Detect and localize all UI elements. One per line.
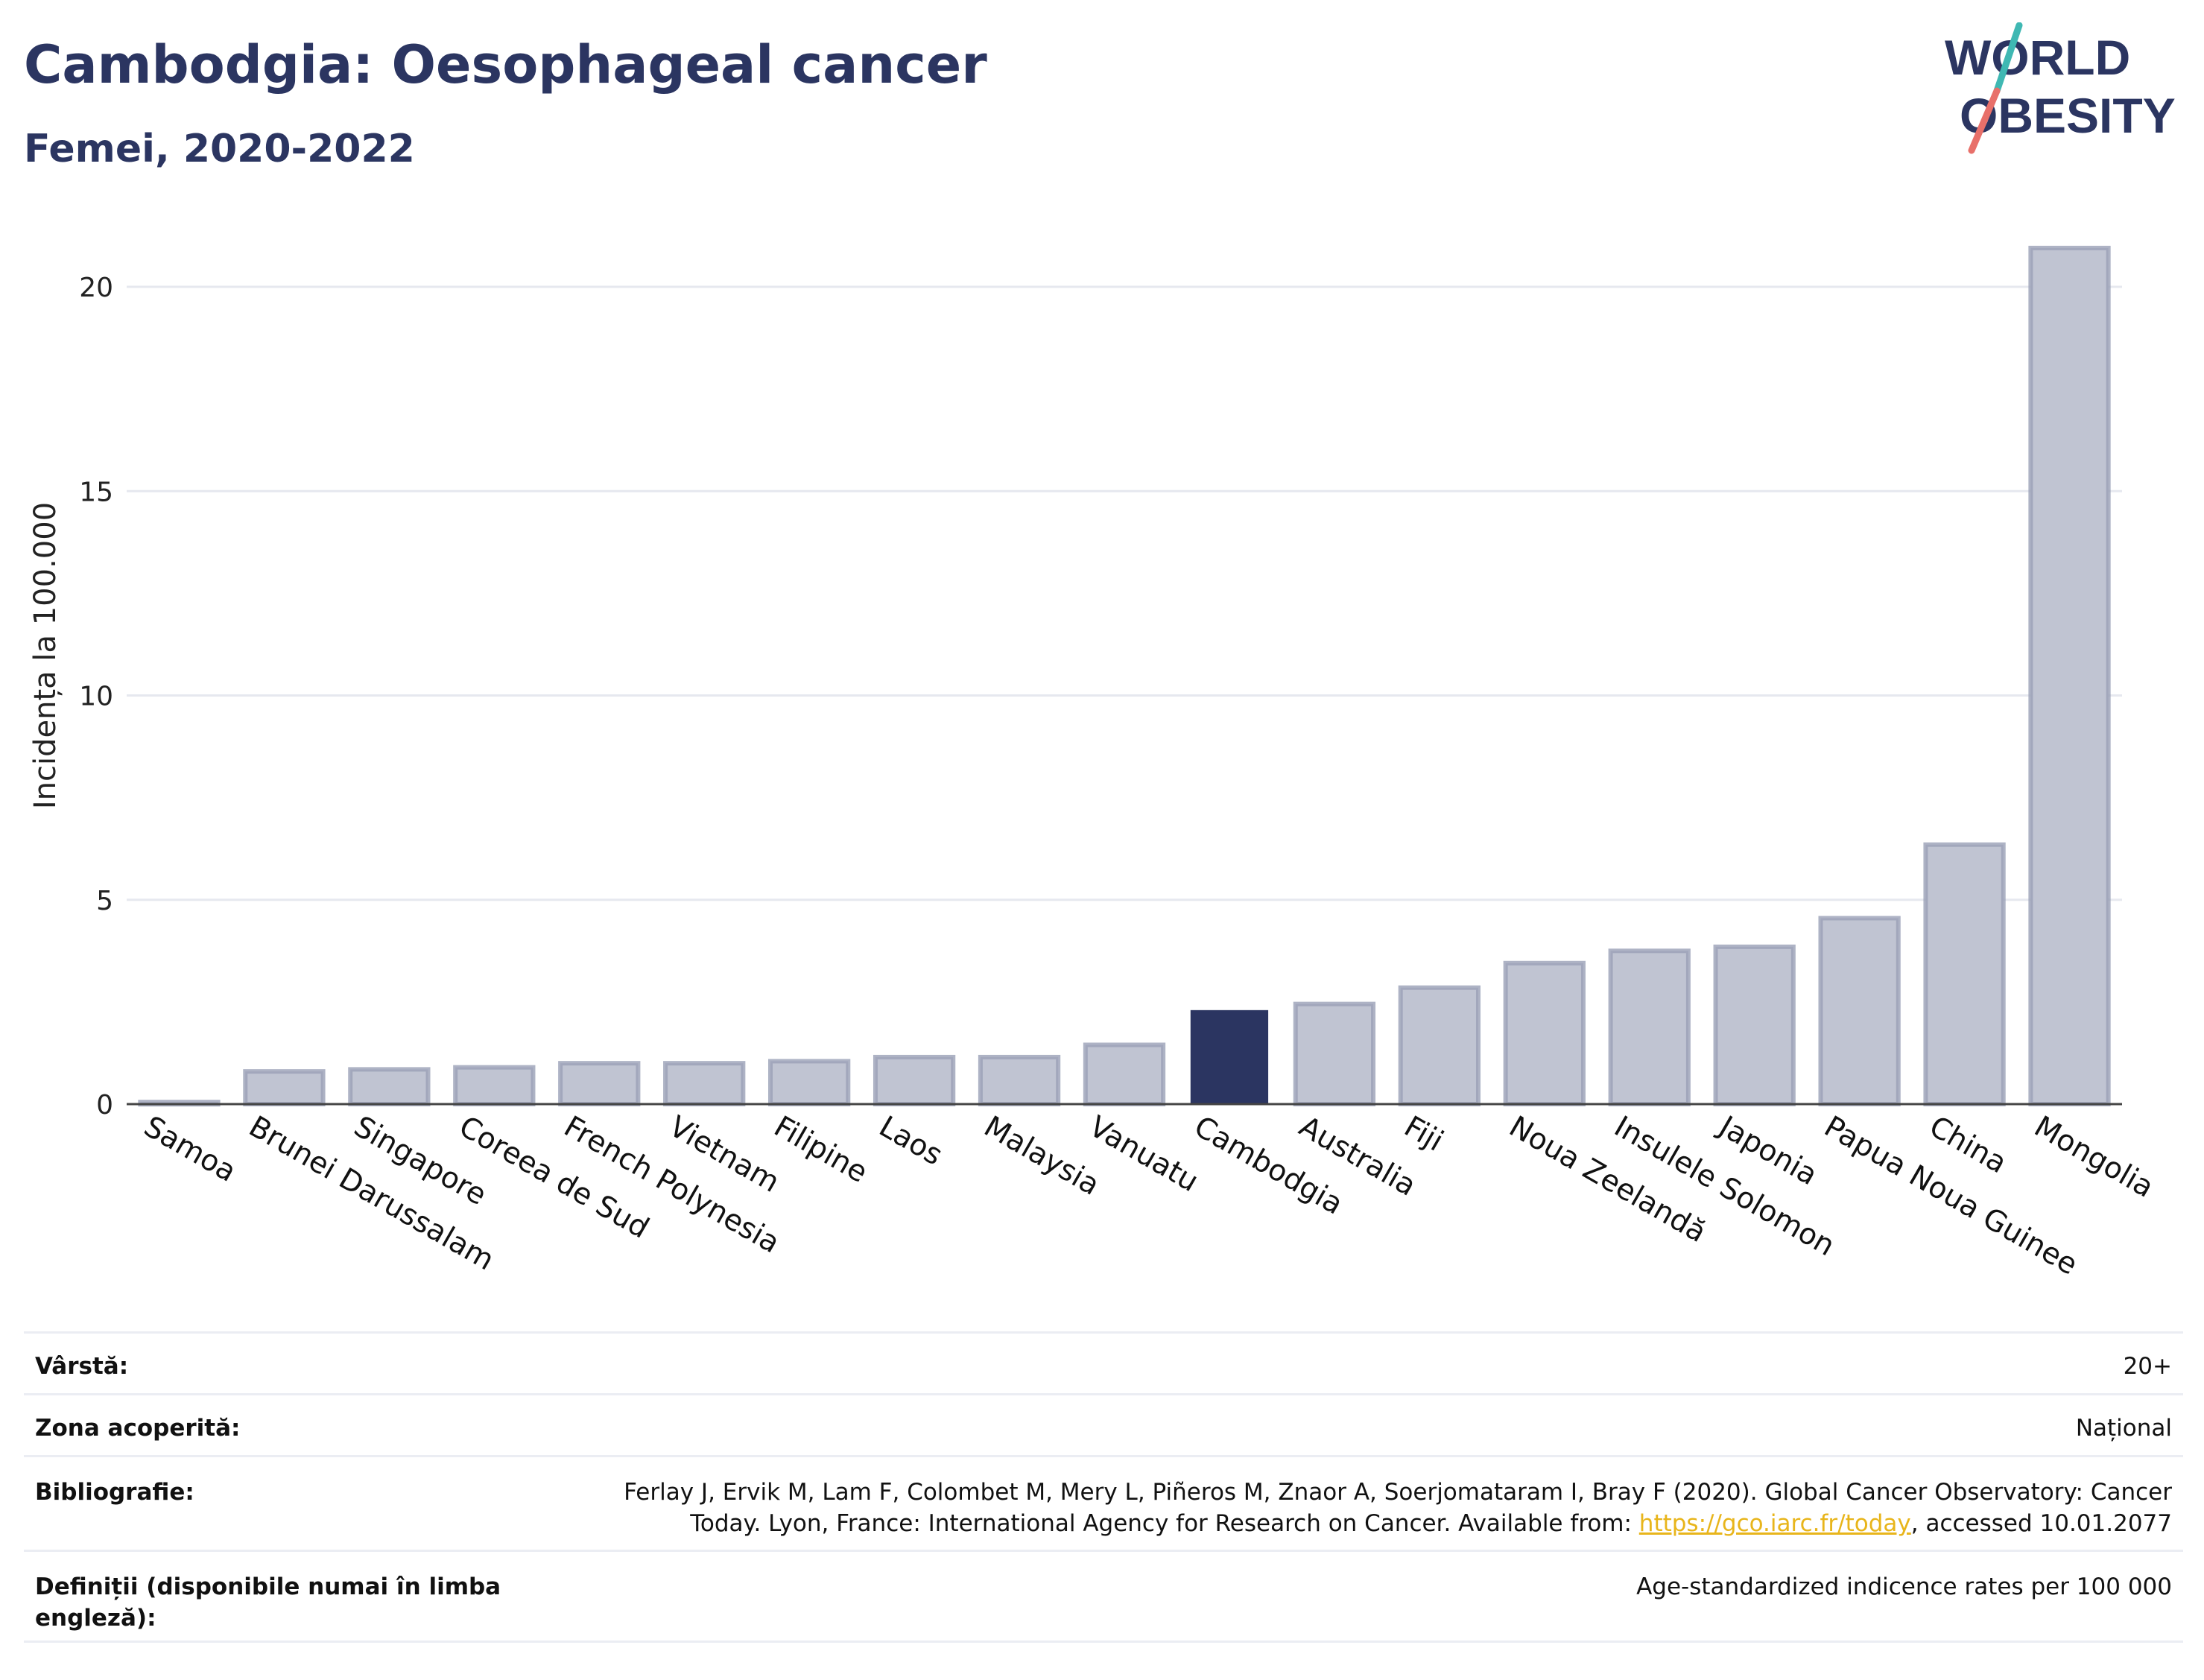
page-subtitle: Femei, 2020-2022	[24, 127, 415, 171]
y-tick-label: 5	[96, 886, 113, 916]
bibliography-suffix: , accessed 10.01.2077	[1910, 1510, 2172, 1537]
x-tick-label: Fiji	[1399, 1110, 1449, 1158]
x-tick-label: Laos	[873, 1110, 948, 1173]
y-axis-label: Incidența la 100.000	[28, 502, 63, 809]
info-row-bibliography: Bibliografie: Ferlay J, Ervik M, Lam F, …	[24, 1455, 2183, 1550]
bar	[1083, 1042, 1166, 1107]
bar	[1923, 842, 2006, 1106]
y-tick-label: 10	[79, 682, 113, 712]
y-tick-label: 15	[79, 477, 113, 507]
bar	[453, 1065, 536, 1107]
metadata-table: Vârstă: 20+ Zona acoperită: Național Bib…	[24, 1331, 2183, 1643]
bibliography-label: Bibliografie:	[35, 1479, 194, 1506]
page-title: Cambodgia: Oesophageal cancer	[24, 34, 987, 95]
bar	[1190, 1009, 1269, 1104]
bar	[1818, 916, 1901, 1106]
bibliography-text: Ferlay J, Ervik M, Lam F, Colombet M, Me…	[624, 1479, 2172, 1537]
x-tick-label: Samoa	[138, 1110, 241, 1189]
bar	[348, 1067, 431, 1106]
bar	[2028, 245, 2111, 1107]
gridlines	[127, 285, 2122, 901]
bars	[138, 245, 2111, 1107]
definitions-value: Age-standardized indicence rates per 100…	[1636, 1573, 2172, 1600]
bar	[1713, 944, 1796, 1107]
bibliography-link[interactable]: https://gco.iarc.fr/today	[1638, 1510, 1911, 1537]
bar-chart: 0 5 10 15 20 Samoa Brunei DarussalamSingapore…	[28, 245, 2159, 1282]
bar	[1503, 960, 1586, 1106]
bar	[243, 1069, 326, 1106]
bibliography-value: Ferlay J, Ervik M, Lam F, Colombet M, Me…	[570, 1477, 2172, 1550]
logo-slash-coral	[1968, 87, 2001, 154]
bar	[768, 1059, 851, 1106]
area-label: Zona acoperită:	[35, 1415, 241, 1442]
bar	[978, 1054, 1061, 1106]
x-tick-label: Filipine	[768, 1110, 873, 1190]
area-value: Național	[2075, 1415, 2172, 1442]
x-tick-label: Vanuatu	[1083, 1110, 1204, 1199]
y-tick-label: 20	[79, 273, 113, 303]
definitions-label: Definiții (disponibile numai în limba en…	[35, 1573, 501, 1632]
logo-slash-teal	[1993, 22, 2023, 95]
info-row-age: Vârstă: 20+	[24, 1331, 2183, 1393]
x-tick-label: Mongolia	[2029, 1110, 2159, 1205]
bar	[1293, 1001, 1376, 1107]
bar	[1398, 985, 1481, 1106]
info-row-area: Zona acoperită: Național	[24, 1393, 2183, 1455]
bar	[873, 1054, 956, 1106]
info-row-definitions: Definiții (disponibile numai în limba en…	[24, 1550, 2183, 1643]
bar	[1608, 948, 1691, 1106]
world-obesity-logo: WORLD OBESITY	[1945, 22, 2176, 154]
age-value: 20+	[2123, 1353, 2172, 1380]
age-label: Vârstă:	[35, 1353, 129, 1380]
y-tick-labels: 0 5 10 15 20	[79, 273, 113, 1120]
bar	[558, 1061, 641, 1107]
logo-word-world: WORLD	[1945, 30, 2130, 85]
bar	[663, 1061, 746, 1107]
x-tick-label: Malaysia	[978, 1110, 1105, 1202]
y-tick-label: 0	[96, 1090, 113, 1120]
